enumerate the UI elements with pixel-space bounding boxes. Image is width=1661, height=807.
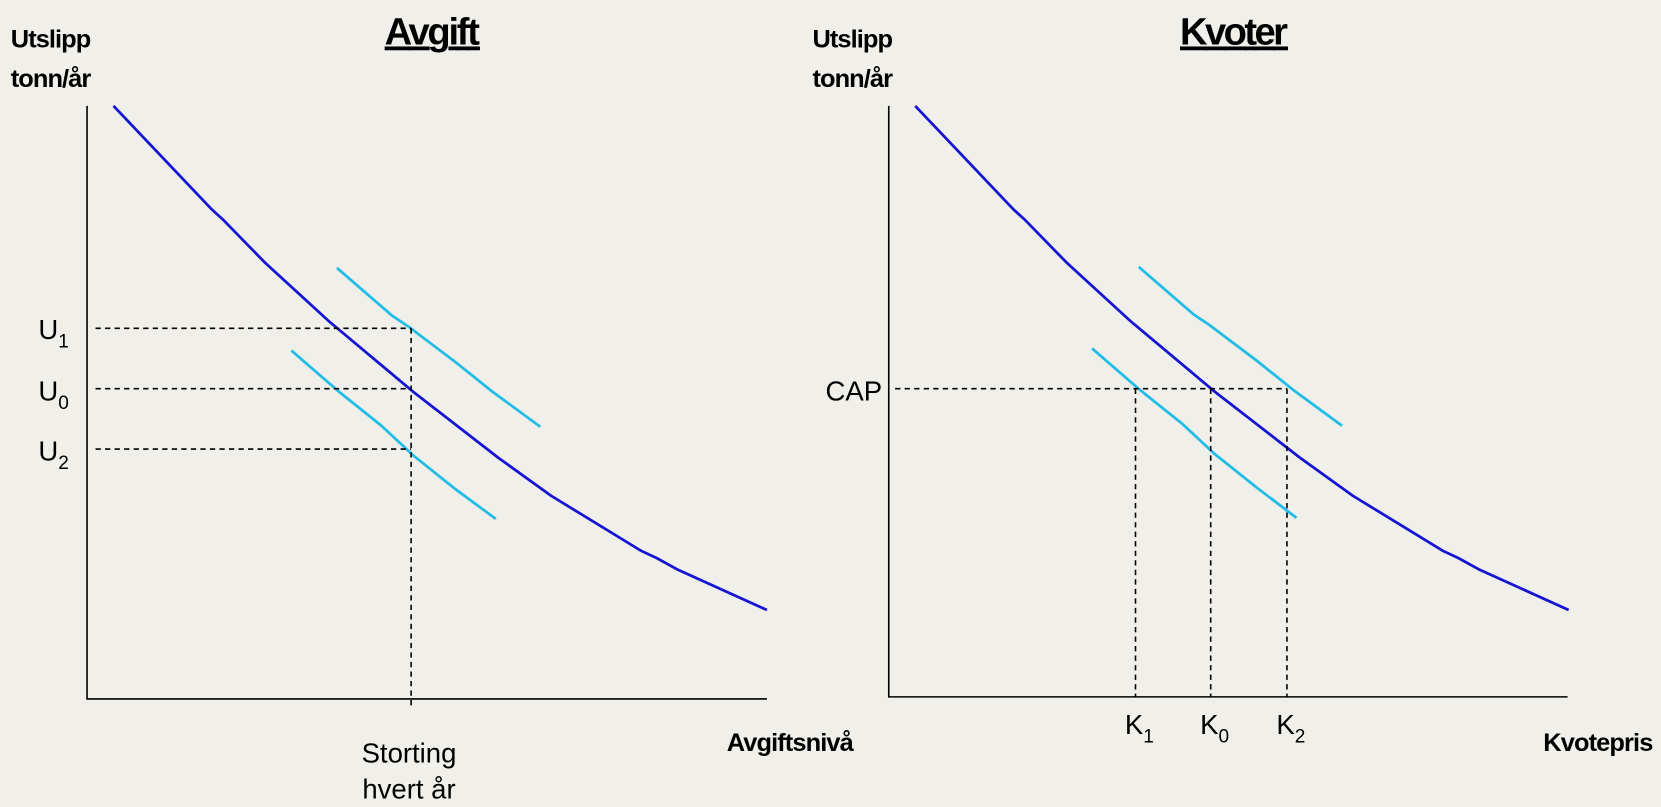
y-label: Utslipp: [11, 26, 91, 54]
marker-label: hvert år: [362, 774, 455, 805]
panel-avgift: Avgift Utslipp tonn/år U1 U0 U2 Storting…: [11, 10, 855, 804]
panel-title: Avgift: [385, 10, 481, 53]
curve-upper: [1137, 265, 1343, 427]
label-part: K: [1276, 709, 1295, 740]
label-part: U: [38, 314, 58, 345]
label-part: 1: [1143, 726, 1154, 747]
curve-lower: [1091, 347, 1298, 519]
level-label: U1: [38, 314, 68, 352]
label-part: 0: [58, 393, 69, 414]
level-label: U0: [38, 375, 68, 413]
curve-lower: [290, 349, 497, 521]
level-label: K0: [1200, 709, 1229, 747]
label-part: U: [38, 375, 58, 406]
label-part: K: [1200, 709, 1219, 740]
level-label: K2: [1276, 709, 1305, 747]
label-part: 2: [58, 453, 69, 474]
panel-kvoter: Kvoter Utslipp tonn/år CAP K1 K0 K2 Kvot…: [812, 10, 1653, 756]
label-part: 2: [1295, 726, 1306, 747]
level-label: U2: [38, 436, 68, 474]
label-part: 0: [1218, 726, 1229, 747]
x-label: Avgiftsnivå: [727, 729, 855, 757]
label-part: 1: [58, 331, 69, 352]
y-label: tonn/år: [812, 65, 893, 93]
curve: [914, 104, 1570, 612]
y-label: Utslipp: [812, 26, 892, 54]
label-part: K: [1125, 709, 1144, 740]
guide-lines: [895, 387, 1288, 697]
panel-title: Kvoter: [1180, 10, 1288, 53]
axes: [86, 105, 767, 700]
axes: [887, 105, 1568, 698]
x-label: Kvotepris: [1543, 729, 1653, 757]
level-label: K1: [1125, 709, 1154, 747]
curve-upper: [336, 266, 542, 428]
level-label: CAP: [826, 375, 883, 406]
guide-lines: [95, 327, 412, 708]
label-part: U: [38, 436, 58, 467]
y-label: tonn/år: [11, 65, 92, 93]
curve: [112, 104, 768, 612]
marker-label: Storting: [362, 738, 457, 769]
